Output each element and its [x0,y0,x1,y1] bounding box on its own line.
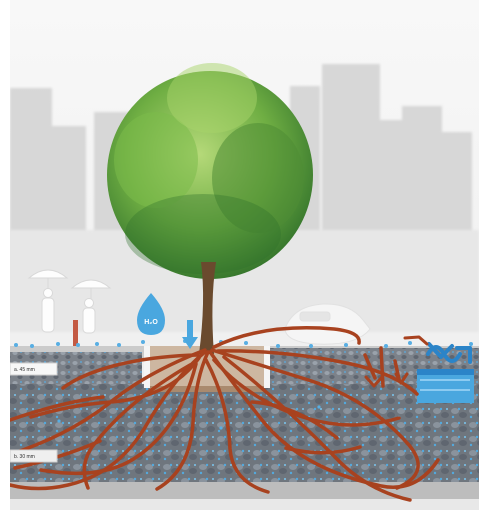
tree-trunk [199,262,216,354]
water-drop-icon: H₂O [137,293,165,335]
root-direction-arrows [364,335,429,388]
bottom-margin [10,499,479,510]
water-drop-label: H₂O [144,319,158,326]
person-with-umbrella-icon [27,269,69,333]
left-edge-margin [0,0,10,510]
depth-tag-lower: b. 30 mm [9,449,58,463]
person-with-umbrella-icon [70,279,112,350]
depth-tag-lower-label: b. 30 mm [14,454,35,460]
down-arrow-icon [182,320,198,349]
depth-tag-upper-label: a. 45 mm [14,367,35,373]
tree-canopy [107,63,313,279]
car-icon [284,303,371,345]
depth-tag-upper: a. 45 mm [9,362,58,376]
tree-root-network [6,326,440,502]
storm-drain-icon [417,342,474,403]
rain-droplets [14,339,473,430]
base-soil-layer [10,482,479,499]
